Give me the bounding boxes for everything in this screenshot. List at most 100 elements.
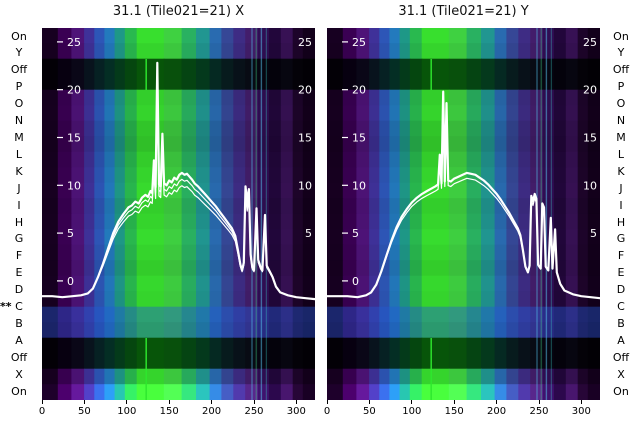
- y-tick-label-right: 15: [583, 132, 597, 145]
- row-label-right-n-5: N: [616, 114, 626, 127]
- x-tick-mark: [538, 400, 540, 404]
- x-tick-mark: [453, 400, 455, 404]
- y-tick-label-right: 5: [305, 227, 312, 240]
- x-tick-mark: [411, 400, 413, 404]
- row-label-left-n-5: N: [14, 114, 24, 127]
- row-label-left-c-16: C: [15, 300, 23, 313]
- row-label-right-o-4: O: [616, 97, 626, 111]
- row-label-right-m-6: M: [616, 130, 626, 144]
- row-label-left-y-1: Y: [15, 46, 23, 60]
- spectrum-curve: [40, 61, 317, 301]
- y-tick-label-right: 20: [583, 84, 597, 97]
- x-tick-mark: [211, 400, 213, 404]
- plot-title-x: 31.1 (Tile021=21) X: [112, 4, 245, 19]
- y-tick-label: 0: [67, 275, 74, 288]
- y-tick-label: 5: [67, 227, 74, 240]
- y-tick-label: 15: [352, 132, 366, 145]
- row-label-left-off-2: Off: [10, 63, 28, 77]
- x-tick-label: 300: [286, 406, 306, 417]
- x-tick-label: 250: [244, 406, 264, 417]
- row-label-left-i-10: I: [17, 198, 21, 212]
- heatmap-plot-y: 25 20 15 10 5 0 25 20 15 10 5: [325, 27, 602, 401]
- x-tick-label: 150: [159, 406, 179, 417]
- x-tick-mark: [41, 400, 43, 404]
- row-label-left-off-19: Off: [10, 350, 28, 364]
- row-label-right-on-21: On: [613, 384, 629, 398]
- row-label-left-b-17: B: [15, 316, 23, 330]
- y-tick-label: 5: [352, 227, 359, 240]
- y-tick-label-right: 10: [298, 179, 312, 192]
- row-label-left-on-0: On: [11, 29, 27, 43]
- row-label-right-y-1: Y: [617, 46, 625, 60]
- y-tick-label-right: 10: [583, 179, 597, 192]
- plot-x: 25 20 15 10 5 0 25 20 15 10 5: [40, 27, 317, 401]
- plot-y: 25 20 15 10 5 0 25 20 15 10 5: [325, 27, 602, 401]
- row-label-right-b-17: B: [617, 316, 625, 330]
- y-tick-label: 20: [352, 84, 366, 97]
- row-label-right-x-20: X: [617, 367, 625, 381]
- x-tick-label: 200: [487, 406, 507, 417]
- row-label-left-h-11: H: [14, 215, 24, 229]
- x-tick-mark: [580, 400, 582, 404]
- row-label-right-a-18: A: [617, 333, 625, 347]
- x-tick-mark: [126, 400, 128, 404]
- heatmap-plot-x: 25 20 15 10 5 0 25 20 15 10 5: [40, 27, 317, 401]
- x-tick-label: 200: [202, 406, 222, 417]
- x-tick-label: 150: [444, 406, 464, 417]
- row-label-left-k-8: K: [15, 164, 23, 178]
- y-tick-label-right: 20: [298, 84, 312, 97]
- x-tick-label: 300: [571, 406, 591, 417]
- row-label-right-l-7: L: [617, 147, 625, 161]
- y-tick-label-right: 15: [298, 132, 312, 145]
- row-label-right-f-13: F: [617, 249, 625, 263]
- x-tick-mark: [83, 400, 85, 404]
- y-tick-label: 15: [67, 132, 81, 145]
- row-label-right-i-10: I: [619, 198, 623, 212]
- row-label-left-x-20: X: [15, 367, 23, 381]
- row-label-left-e-14: E: [15, 266, 23, 280]
- row-label-right-d-15: D: [616, 283, 626, 297]
- y-tick-label: 20: [67, 84, 81, 97]
- row-label-left-d-15: D: [14, 283, 24, 297]
- row-label-right-g-12: G: [616, 232, 626, 246]
- row-label-left-m-6: M: [14, 130, 24, 144]
- y-tick-label: 10: [67, 179, 81, 192]
- row-label-left-l-7: L: [15, 147, 23, 161]
- row-label-right-e-14: E: [617, 266, 625, 280]
- x-tick-label: 0: [38, 406, 46, 417]
- row-label-right-on-0: On: [613, 29, 629, 43]
- y-tick-label-right: 5: [590, 227, 597, 240]
- row-label-left-on-21: On: [11, 384, 27, 398]
- row-label-right-p-3: P: [617, 80, 625, 94]
- x-tick-label: 50: [363, 406, 376, 417]
- row-label-right-off-2: Off: [612, 63, 630, 77]
- row-label-left-a-18: A: [15, 333, 23, 347]
- x-tick-mark: [326, 400, 328, 404]
- x-tick-label: 250: [529, 406, 549, 417]
- y-tick-label-right: 25: [583, 36, 597, 49]
- row-label-right-k-8: K: [617, 164, 625, 178]
- row-label-right-j-9: J: [619, 181, 623, 195]
- x-tick-mark: [295, 400, 297, 404]
- spectrum-curve: [325, 90, 602, 300]
- y-tick-label: 25: [352, 36, 366, 49]
- x-tick-mark: [168, 400, 170, 404]
- x-tick-label: 100: [402, 406, 422, 417]
- y-tick-label-right: 25: [298, 36, 312, 49]
- x-tick-mark: [253, 400, 255, 404]
- row-label-right-off-19: Off: [612, 350, 630, 364]
- current-row-marker: **: [0, 300, 12, 313]
- x-tick-mark: [496, 400, 498, 404]
- y-tick-label: 25: [67, 36, 81, 49]
- row-label-left-p-3: P: [15, 80, 23, 94]
- plot-title-y: 31.1 (Tile021=21) Y: [398, 4, 529, 19]
- row-label-left-j-9: J: [17, 181, 21, 195]
- y-tick-label: 0: [352, 275, 359, 288]
- row-label-left-g-12: G: [14, 232, 24, 246]
- x-tick-label: 50: [78, 406, 91, 417]
- x-tick-mark: [368, 400, 370, 404]
- x-tick-label: 100: [117, 406, 137, 417]
- row-label-right-c-16: C: [617, 300, 625, 313]
- row-label-left-o-4: O: [14, 97, 24, 111]
